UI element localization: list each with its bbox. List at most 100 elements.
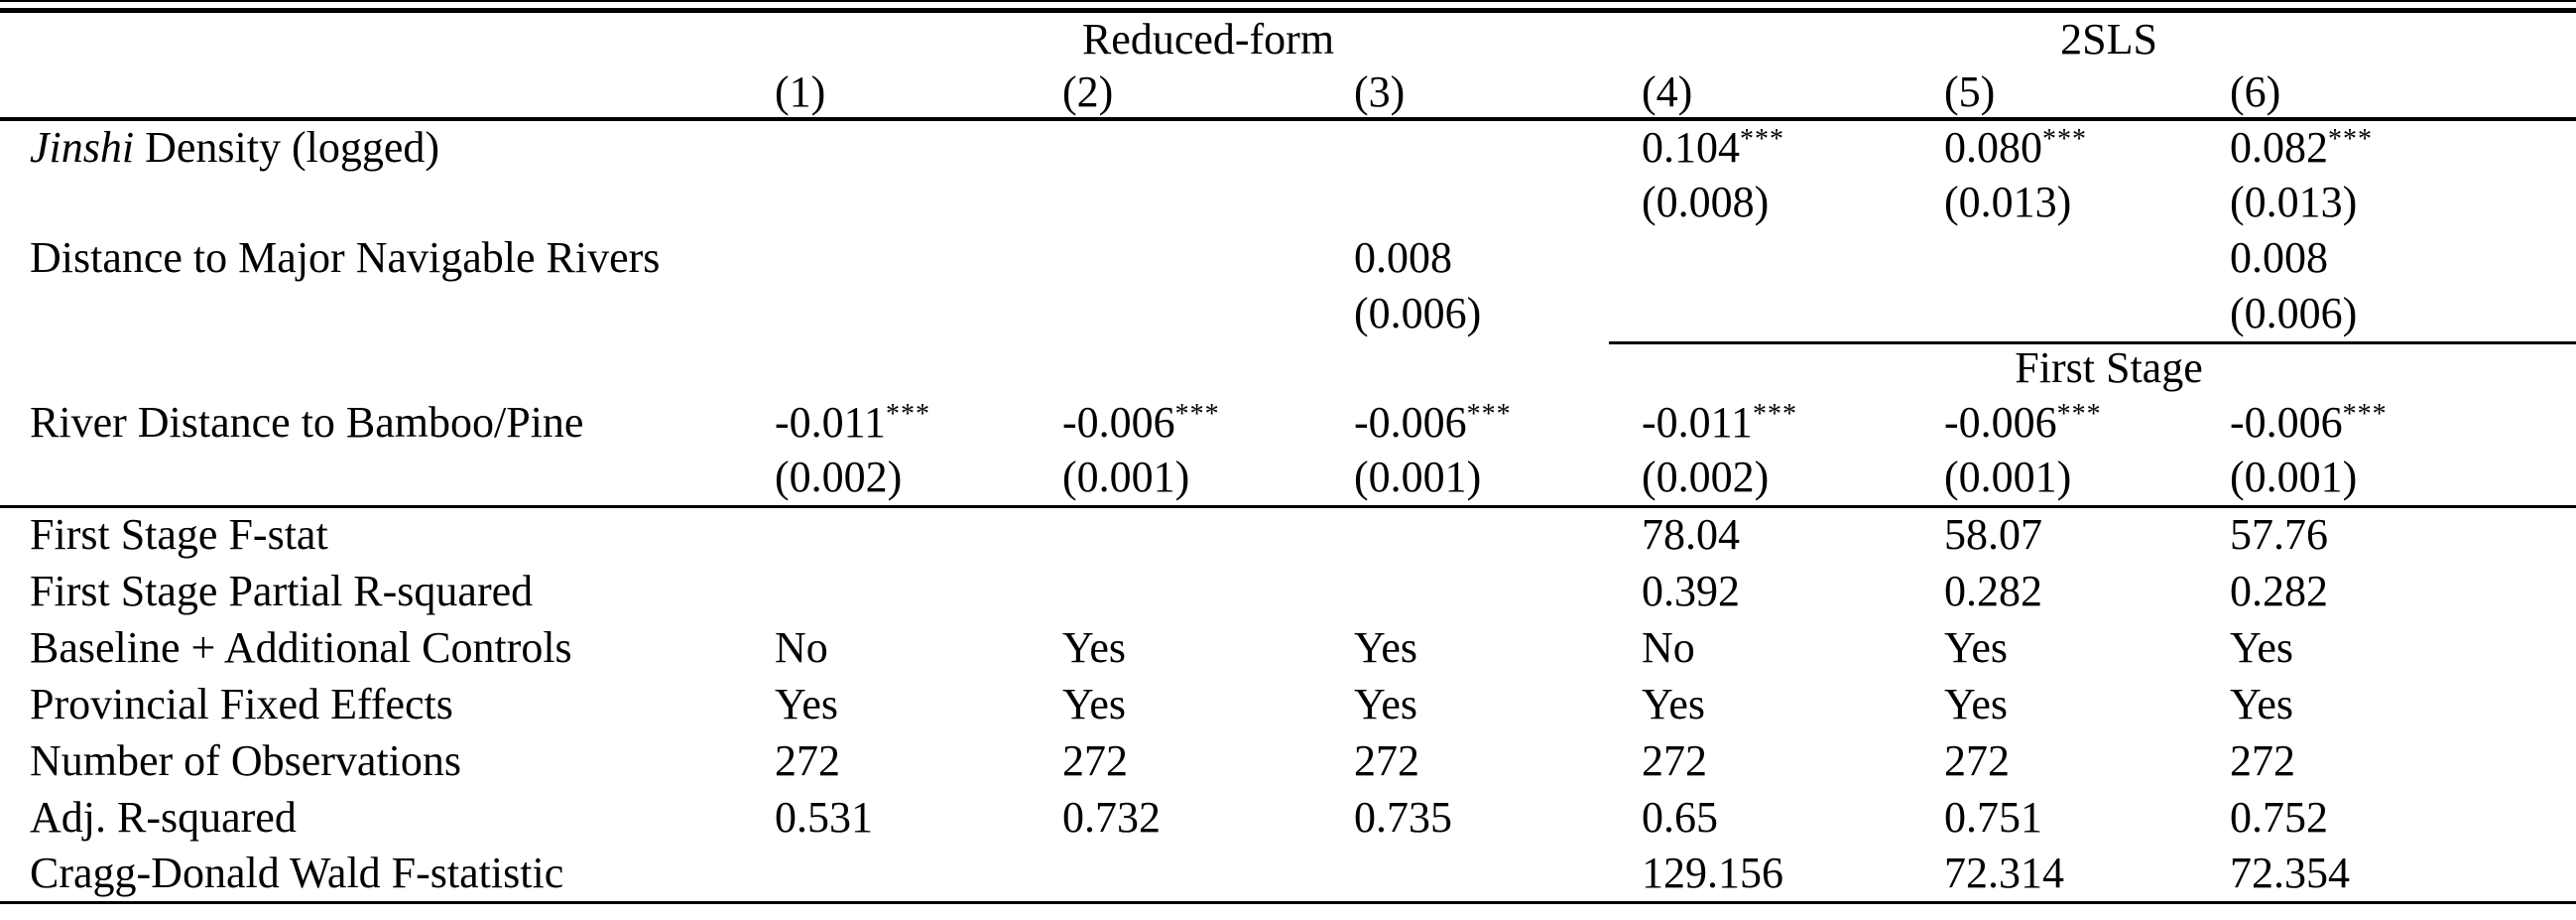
significance-stars: *** [1753, 398, 1798, 430]
row-label-text: Baseline + Additional Controls [30, 622, 572, 672]
value-cell-col2: -0.006*** [1062, 395, 1354, 450]
value-cell-col3 [1354, 174, 1642, 230]
value-cell-col2: (0.001) [1062, 450, 1354, 508]
regression-table: Reduced-form 2SLS (1) (2) (3) (4) (5) (6… [0, 13, 2576, 904]
value-cell-col5 [1944, 285, 2230, 341]
value-cell-col6: -0.006*** [2230, 395, 2576, 450]
coefficient-value: 0.104 [1642, 122, 1741, 172]
first-stage-subheader-label: First Stage [1609, 341, 2576, 395]
value-cell-col6: 0.008 [2230, 232, 2329, 282]
value-cell-col4: -0.011*** [1642, 395, 1944, 450]
row-river-distance-bamboo-pine-coef: River Distance to Bamboo/Pine -0.011*** -0… [0, 395, 2576, 450]
value-cell-col6: 0.282 [2230, 566, 2329, 615]
row-label [0, 285, 775, 341]
value-cell-col3: 0.735 [1354, 792, 1452, 842]
value-cell-col4: 129.156 [1642, 846, 1945, 904]
row-label [0, 341, 775, 395]
value-cell-col4: 0.392 [1642, 566, 1741, 615]
row-first-stage-f-stat: First Stage F-stat 78.04 58.07 57.76 [0, 506, 2576, 563]
value-cell-col4: (0.002) [1642, 450, 1945, 508]
value-cell-col4: 0.104*** [1642, 119, 1944, 174]
row-distance-navigable-rivers-se: (0.006) (0.006) [0, 285, 2576, 341]
table-body: Jinshi Density (logged) 0.104*** 0.080*** 0… [0, 119, 2576, 904]
row-label-text: Density (logged) [134, 122, 440, 172]
value-cell-col2 [1062, 119, 1354, 174]
value-cell-col2: Yes [1062, 622, 1127, 672]
row-cragg-donald-wald-f-statistic: Cragg-Donald Wald F-statistic 129.156 72.3… [0, 846, 2576, 904]
value-cell-col4: 0.65 [1642, 792, 1719, 842]
value-cell-col2 [1062, 230, 1354, 285]
row-label-text: First Stage F-stat [30, 510, 328, 560]
row-label-text: Distance to Major Navigable Rivers [30, 232, 661, 282]
value-cell-col3: 0.008 [1354, 232, 1452, 282]
value-cell-col2 [1062, 174, 1354, 230]
value-cell-col3: Yes [1354, 622, 1418, 672]
column-number-6: (6) [2230, 66, 2576, 121]
group-header-2sls: 2SLS [2060, 15, 2157, 64]
value-cell-col4: 272 [1642, 735, 1708, 785]
value-cell-col5: 58.07 [1944, 510, 2043, 560]
value-cell-col4: 78.04 [1642, 510, 1741, 560]
value-cell-col5: Yes [1944, 679, 2009, 728]
significance-stars: *** [886, 398, 931, 430]
coefficient-value: -0.006 [1354, 397, 1467, 447]
row-label-text: First Stage Partial R-squared [30, 566, 534, 615]
row-baseline-additional-controls: Baseline + Additional Controls No Yes Yes No… [0, 619, 2576, 676]
row-label-text: Cragg-Donald Wald F-statistic [30, 848, 564, 897]
value-cell-col4 [1642, 230, 1944, 285]
group-header-row: Reduced-form 2SLS [0, 13, 2576, 66]
row-label-text: Jinshi [30, 122, 135, 172]
value-cell-col1 [775, 506, 1062, 563]
coefficient-value: -0.011 [1642, 397, 1754, 447]
group-header-reduced-form: Reduced-form [1081, 15, 1335, 64]
row-label: First Stage Partial R-squared [0, 563, 775, 619]
significance-stars: *** [2342, 398, 2388, 430]
row-label: Jinshi Density (logged) [0, 119, 775, 174]
value-cell-col1 [775, 285, 1062, 341]
row-label-text: Adj. R-squared [30, 792, 297, 842]
column-number-2: (2) [1062, 66, 1354, 121]
significance-stars: *** [1174, 398, 1220, 430]
significance-stars: *** [2042, 123, 2088, 155]
value-cell-col5: (0.013) [1944, 177, 2072, 226]
row-label-text: Number of Observations [30, 735, 462, 785]
row-label: Cragg-Donald Wald F-statistic [0, 846, 775, 904]
value-cell-col6: 72.354 [2230, 846, 2576, 904]
row-label: First Stage F-stat [0, 506, 775, 563]
value-cell-col6: 0.752 [2230, 792, 2329, 842]
colnum-spacer [0, 66, 775, 121]
value-cell-col4 [1642, 285, 1944, 341]
row-provincial-fixed-effects: Provincial Fixed Effects Yes Yes Yes Yes Yes Y… [0, 676, 2576, 732]
row-river-distance-bamboo-pine-se: (0.002) (0.001) (0.001) (0.002) (0.001) (0.00… [0, 450, 2576, 508]
row-first-stage-subheader: First Stage [0, 341, 2576, 395]
row-label: Distance to Major Navigable Rivers [0, 230, 775, 285]
column-number-3: (3) [1354, 66, 1643, 121]
value-cell-col3 [1354, 846, 1643, 904]
row-label-text: River Distance to Bamboo/Pine [30, 397, 584, 447]
value-cell-col1: (0.002) [775, 450, 1062, 508]
value-cell-col1: -0.011*** [775, 395, 1062, 450]
value-cell-col1 [775, 230, 1062, 285]
coefficient-value: -0.006 [1944, 397, 2057, 447]
coefficient-value: -0.011 [775, 397, 887, 447]
row-label: River Distance to Bamboo/Pine [0, 395, 775, 450]
significance-stars: *** [2328, 123, 2374, 155]
value-cell-col1 [775, 563, 1062, 619]
value-cell-col4: Yes [1642, 679, 1706, 728]
row-number-of-observations: Number of Observations 272 272 272 272 272 272 [0, 732, 2576, 789]
row-jinshi-density-coef: Jinshi Density (logged) 0.104*** 0.080*** 0… [0, 119, 2576, 174]
value-cell-col5: 0.080*** [1944, 119, 2230, 174]
row-first-stage-partial-r-squared: First Stage Partial R-squared 0.392 0.282 0… [0, 563, 2576, 619]
value-cell-col6: 272 [2230, 735, 2296, 785]
value-cell-col6: Yes [2230, 679, 2294, 728]
value-cell-col1: Yes [775, 679, 839, 728]
value-cell-col3 [1354, 119, 1642, 174]
value-cell-col5: Yes [1944, 622, 2009, 672]
top-rule-thin [0, 0, 2576, 2]
value-cell-col5: 0.751 [1944, 792, 2043, 842]
value-cell-col4: No [1642, 622, 1695, 672]
value-cell-col2 [1062, 563, 1354, 619]
value-cell-col1: No [775, 622, 828, 672]
coefficient-value: -0.006 [2230, 397, 2343, 447]
